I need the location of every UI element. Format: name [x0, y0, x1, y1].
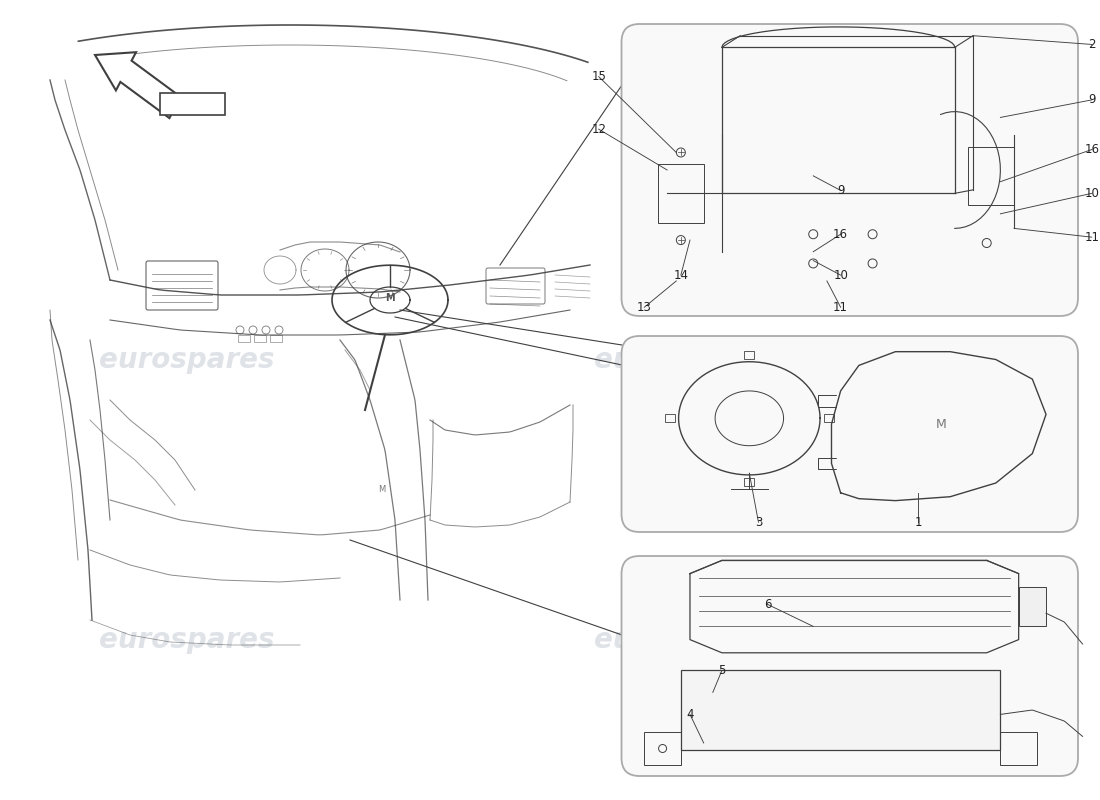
Bar	[254, 335, 266, 342]
Text: 9: 9	[1088, 94, 1096, 106]
Bar	[968, 146, 1014, 205]
FancyBboxPatch shape	[621, 556, 1078, 776]
Text: M: M	[378, 486, 386, 494]
Bar	[666, 414, 675, 422]
Text: 1: 1	[914, 516, 922, 529]
Text: 2: 2	[1088, 38, 1096, 51]
Bar	[270, 335, 282, 342]
Text: eurospares: eurospares	[99, 346, 275, 374]
Text: 10: 10	[833, 269, 848, 282]
Bar	[238, 335, 250, 342]
Text: eurospares: eurospares	[594, 626, 770, 654]
Text: 11: 11	[1085, 230, 1099, 244]
Text: 6: 6	[763, 598, 771, 611]
Bar	[658, 164, 704, 222]
Text: 12: 12	[591, 122, 606, 136]
Text: 16: 16	[833, 228, 848, 241]
Bar	[681, 670, 1000, 750]
Bar	[645, 732, 681, 765]
Text: 5: 5	[718, 664, 726, 677]
Text: 15: 15	[591, 70, 606, 83]
Text: 9: 9	[837, 184, 845, 197]
Text: 4: 4	[686, 708, 694, 721]
Polygon shape	[95, 52, 180, 118]
Text: 16: 16	[1085, 143, 1099, 156]
FancyBboxPatch shape	[621, 24, 1078, 316]
FancyBboxPatch shape	[621, 336, 1078, 532]
Text: M: M	[936, 418, 946, 430]
Text: M: M	[385, 293, 395, 303]
Text: 3: 3	[755, 516, 762, 529]
Text: 14: 14	[673, 269, 689, 282]
Text: 13: 13	[637, 301, 652, 314]
Bar	[745, 350, 755, 358]
Bar	[824, 414, 834, 422]
Text: 11: 11	[833, 301, 848, 314]
Bar	[745, 478, 755, 486]
Bar	[160, 93, 226, 115]
Bar	[1000, 732, 1037, 765]
Text: eurospares: eurospares	[726, 162, 902, 190]
Text: eurospares: eurospares	[99, 626, 275, 654]
Bar	[1019, 587, 1046, 626]
Text: 10: 10	[1085, 187, 1099, 200]
Text: eurospares: eurospares	[594, 346, 770, 374]
